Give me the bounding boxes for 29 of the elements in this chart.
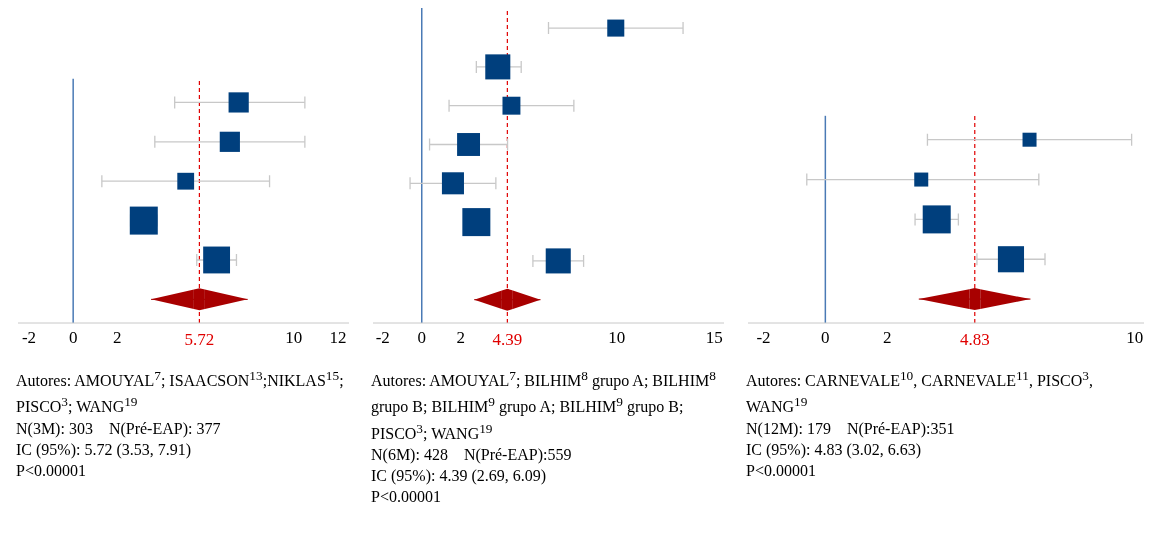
x-tick-label: 0 xyxy=(821,328,830,348)
x-tick-label: 10 xyxy=(1126,328,1144,348)
x-tick-label: 15 xyxy=(705,328,723,348)
text: P<0.00001 xyxy=(746,460,817,481)
x-tick-label: -2 xyxy=(21,328,37,348)
x-tick-label: -2 xyxy=(756,328,771,348)
x-tick-label: 2 xyxy=(456,328,465,348)
text: P<0.00001 xyxy=(16,460,87,481)
text: Autores: CARNEVALE$^{10}$, CARNEVALE$^{11}$, PISCO$^{3}$, WANG$^{19}$ xyxy=(746,368,1093,416)
x-tick-label: 0 xyxy=(417,328,426,348)
text: N(6M): 428 N(Pré-EAP):559 xyxy=(371,445,573,465)
text: Autores: AMOUYAL$^{7}$; ISAACSON$^{13}$;NIKLAS$^{15}$; PISCO$^{3}$; WANG$^{19}$ xyxy=(16,368,344,416)
text: N(12M): 179 N(Pré-EAP):351 xyxy=(746,418,956,439)
x-tick-label: -2 xyxy=(375,328,390,348)
x-tick-label: 10 xyxy=(285,328,303,348)
x-tick-label: 12 xyxy=(329,328,347,348)
ref-line-label: 4.83 xyxy=(959,330,990,350)
x-tick-label: 10 xyxy=(608,328,626,348)
text: IC (95%): 4.83 (3.02, 6.63) xyxy=(746,439,923,460)
text: P<0.00001 xyxy=(371,487,442,507)
text: Autores: AMOUYAL$^{7}$; BILHIM$^{8}$ grupo A; BILHIM$^{8}$ grupo B; BILHIM$^{9}$ grupo A; BILHIM$^{9}$ grupo B; PISCO$^{3}$; WANG$^{19}$ xyxy=(371,368,716,442)
x-tick-label: 2 xyxy=(113,328,122,348)
text: IC (95%): 4.39 (2.69, 6.09) xyxy=(371,466,548,486)
text: IC (95%): 5.72 (3.53, 7.91) xyxy=(16,439,193,460)
x-tick-label: 0 xyxy=(68,328,78,348)
text: N(3M): 303 N(Pré-EAP): 377 xyxy=(16,418,222,439)
x-tick-label: 2 xyxy=(882,328,892,348)
ref-line-label: 5.72 xyxy=(184,330,215,350)
ref-line-label: 4.39 xyxy=(492,330,523,350)
